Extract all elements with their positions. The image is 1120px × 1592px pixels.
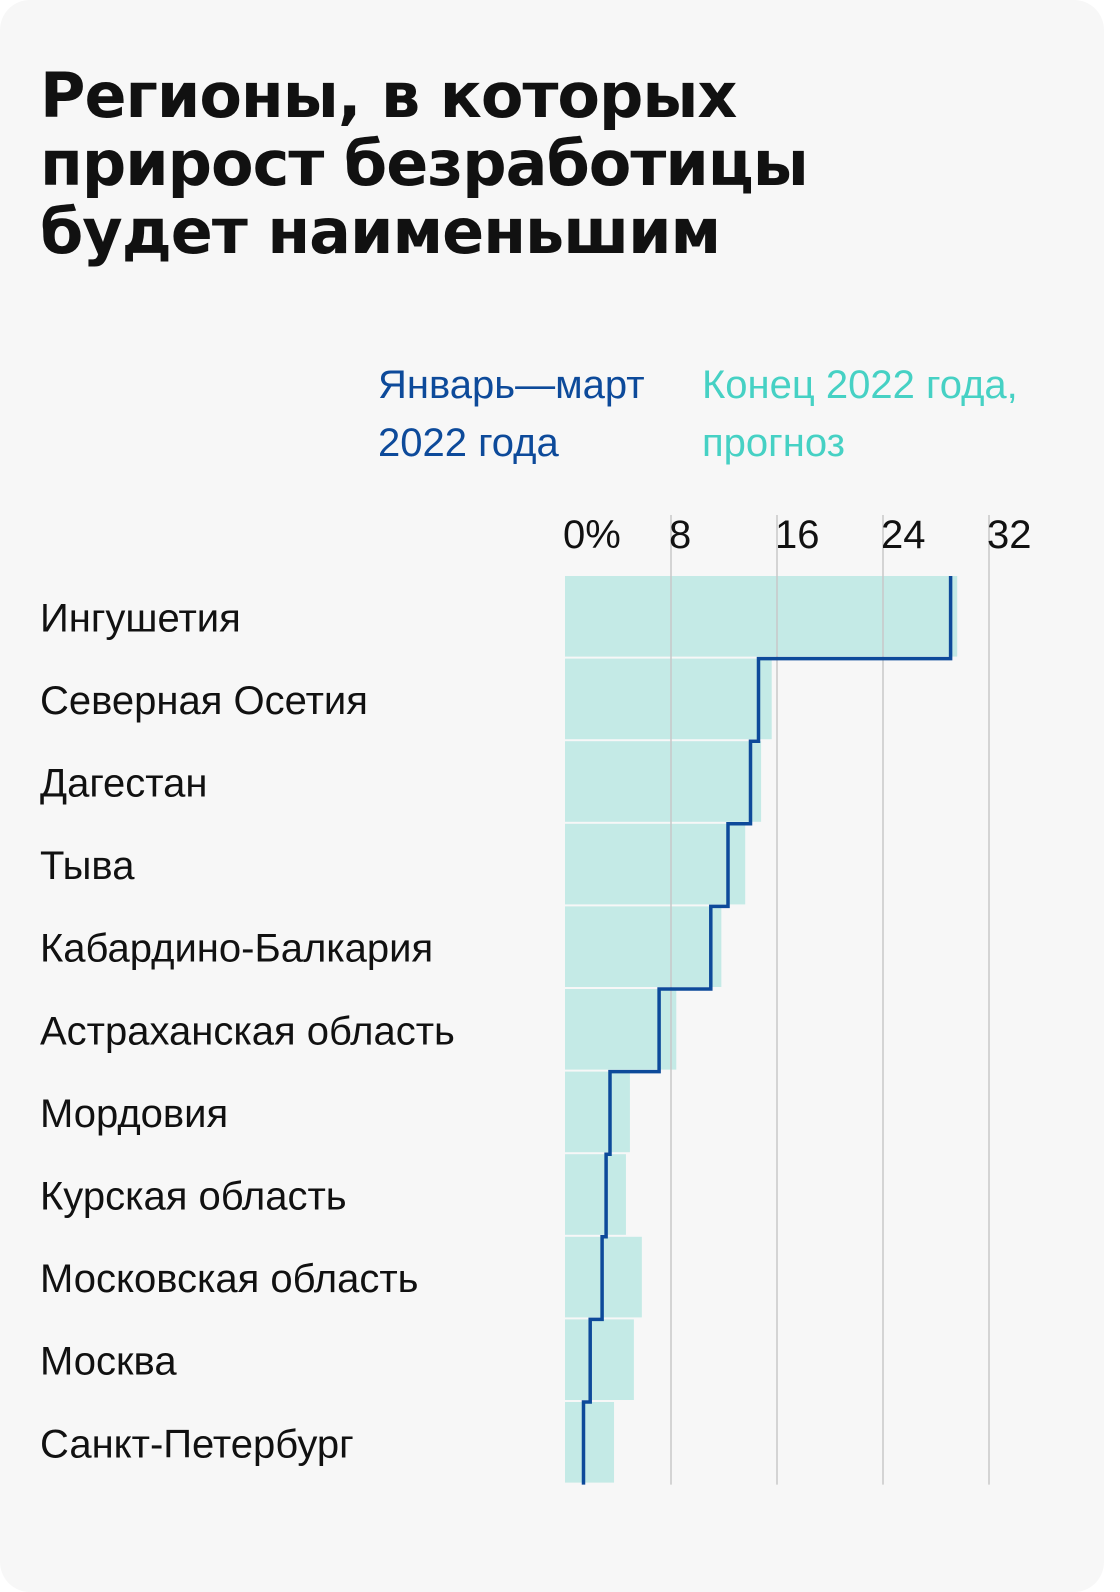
forecast-bar <box>565 1071 630 1153</box>
forecast-bar <box>565 1402 615 1483</box>
row-label: Курская область <box>40 1175 347 1219</box>
legend-q1-line-2: 2022 года <box>378 421 559 465</box>
tick-labels: 0% 8 16 24 32 <box>563 513 1032 557</box>
row-label: Москва <box>40 1340 177 1384</box>
title-line-1: Регионы, в которых <box>40 59 737 132</box>
row-label: Дагестан <box>40 762 208 806</box>
forecast-bar <box>565 823 746 905</box>
tick-label: 8 <box>669 513 691 557</box>
forecast-bar <box>565 1154 626 1235</box>
q1-step-line <box>581 576 953 1485</box>
forecast-bar <box>565 906 722 987</box>
row-label: Кабардино-Балкария <box>40 927 433 971</box>
title-line-2: прирост безработицы <box>40 127 809 200</box>
tick-label: 16 <box>775 513 820 557</box>
forecast-bar <box>565 741 762 822</box>
forecast-bar <box>565 576 958 657</box>
legend-forecast-line-2: прогноз <box>702 421 845 465</box>
tick-label: 32 <box>987 513 1032 557</box>
forecast-bar <box>565 658 772 740</box>
row-label: Астраханская область <box>40 1009 455 1053</box>
row-label: Ингушетия <box>40 596 241 640</box>
row-labels: Ингушетия Северная Осетия Дагестан Тыва Каба… <box>40 596 455 1466</box>
legend-q1-line-1: Январь—март <box>378 363 645 407</box>
row-label: Северная Осетия <box>40 679 368 723</box>
tick-label: 24 <box>881 513 926 557</box>
row-label: Мордовия <box>40 1092 228 1136</box>
legend-q1: Январь—март 2022 года <box>378 356 645 472</box>
legend-forecast: Конец 2022 года, прогноз <box>702 356 1018 472</box>
chart-title: Регионы, в которых прирост безработицы б… <box>40 62 940 266</box>
row-label: Тыва <box>40 844 135 888</box>
q1-step-path <box>581 576 953 1485</box>
legend-forecast-line-1: Конец 2022 года, <box>702 363 1018 407</box>
forecast-bars <box>565 576 958 1483</box>
tick-label: 0% <box>563 513 621 557</box>
row-label: Московская область <box>40 1257 419 1301</box>
forecast-bar <box>565 1319 634 1400</box>
row-label: Санкт-Петербург <box>40 1422 354 1466</box>
title-line-3: будет наименьшим <box>40 195 721 268</box>
gridlines <box>670 515 990 1485</box>
